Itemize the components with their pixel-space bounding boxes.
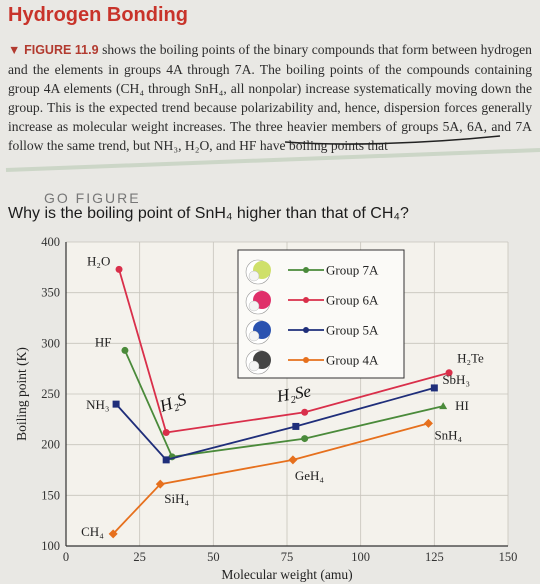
legend-marker: [303, 327, 309, 333]
data-label: HF: [95, 334, 112, 349]
y-axis-label: Boiling point (K): [14, 347, 29, 441]
handwritten-underline: [5, 135, 540, 172]
boiling-point-chart: 0 25 50 75 100 125 150 100 150 200 250 300 350 400 Mol…: [14, 235, 517, 582]
legend-label: Group 4A: [326, 353, 379, 368]
data-point: [121, 346, 129, 354]
series-line: [112, 422, 429, 535]
data-point: [108, 529, 118, 539]
data-label: SiH₄: [164, 491, 189, 506]
data-label: H₂O: [87, 253, 110, 268]
chart-series: HF HI H₂O H₂Te NH₃ SbH₃ CH₄ SiH₄ GeH₄ SnH₄: [81, 253, 484, 538]
y-tick-label: 200: [41, 438, 60, 452]
x-tick-label: 125: [425, 550, 444, 564]
y-tick-label: 250: [41, 387, 60, 401]
data-point: [162, 456, 170, 464]
x-tick-label: 0: [63, 550, 69, 564]
x-tick-label: 50: [207, 550, 220, 564]
x-axis-label: Molecular weight (amu): [221, 567, 352, 582]
data-point: [288, 455, 298, 465]
chart-legend: Group 7A Group 6A Group 5A Group 4A: [237, 249, 405, 379]
data-point: [112, 400, 120, 408]
legend-label: Group 7A: [326, 263, 379, 278]
legend-marker: [303, 357, 309, 363]
data-point: [301, 435, 309, 443]
legend-molecule-icon: [248, 360, 260, 372]
legend-marker: [303, 267, 309, 273]
data-label: SbH₃: [442, 372, 470, 387]
data-label: H₂Te: [457, 351, 484, 366]
data-point: [445, 369, 453, 377]
x-tick-label: 25: [133, 550, 146, 564]
data-point: [439, 402, 448, 410]
y-tick-label: 300: [41, 336, 60, 350]
section-heading: Hydrogen Bonding: [8, 4, 188, 26]
x-tick-label: 150: [499, 550, 518, 564]
data-label: HI: [455, 398, 469, 413]
data-label: GeH₄: [295, 468, 325, 483]
x-tick-label: 75: [281, 550, 294, 564]
y-tick-label: 400: [41, 235, 60, 249]
legend-label: Group 5A: [326, 323, 379, 338]
data-point: [292, 422, 300, 430]
y-tick-label: 150: [41, 488, 60, 502]
data-label: SnH₄: [434, 427, 462, 442]
legend-molecule-icon: [248, 270, 260, 282]
legend-marker: [303, 297, 309, 303]
data-point: [430, 384, 438, 392]
go-figure-question: Why is the boiling point of SnH₄ higher …: [8, 205, 409, 222]
figure-label: ▼ FIGURE 11.9: [8, 43, 99, 57]
y-tick-label: 100: [41, 539, 60, 553]
data-point: [301, 408, 309, 416]
series-line: [115, 387, 435, 461]
go-figure-label: GO FIGURE: [44, 190, 141, 206]
legend-molecule-icon: [248, 330, 260, 342]
x-tick-label: 100: [351, 550, 370, 564]
legend-molecule-icon: [248, 300, 260, 312]
series-line: [124, 350, 444, 458]
chart-axes: 0 25 50 75 100 125 150 100 150 200 250 300 350 400 Mol…: [14, 235, 517, 582]
legend-label: Group 6A: [326, 293, 379, 308]
series-line: [118, 269, 450, 434]
data-label: NH₃: [86, 397, 109, 412]
y-tick-label: 350: [41, 286, 60, 300]
data-point: [423, 418, 433, 428]
data-label: CH₄: [81, 524, 104, 539]
data-point: [155, 479, 165, 489]
data-point: [162, 429, 170, 437]
data-point: [115, 265, 123, 273]
